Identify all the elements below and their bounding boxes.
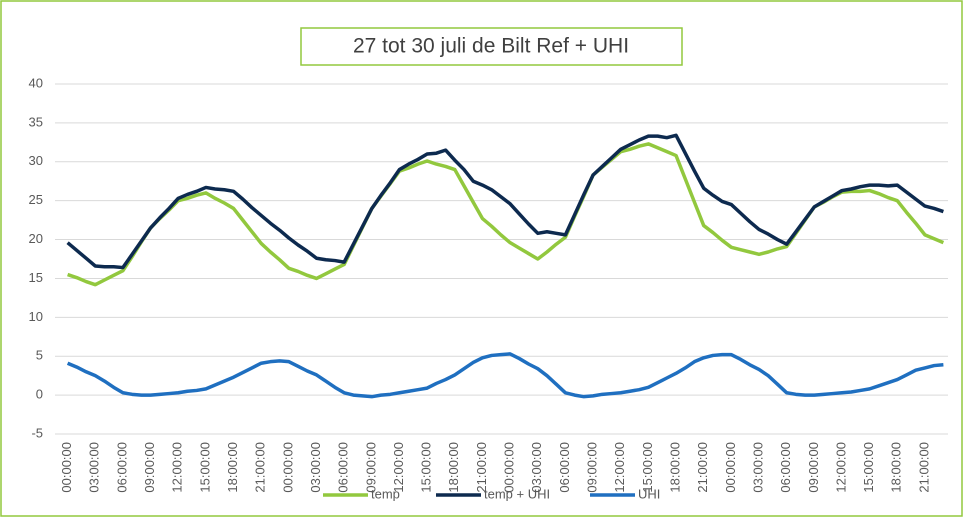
- y-tick-label: 5: [36, 348, 43, 363]
- legend-label: temp: [371, 486, 400, 501]
- x-tick-label: 18:00:00: [889, 442, 904, 493]
- x-tick-label: 06:00:00: [114, 442, 129, 493]
- y-tick-label: 25: [29, 192, 43, 207]
- x-tick-label: 15:00:00: [197, 442, 212, 493]
- x-tick-label: 09:00:00: [142, 442, 157, 493]
- x-tick-label: 03:00:00: [750, 442, 765, 493]
- x-tick-label: 09:00:00: [363, 442, 378, 493]
- y-tick-label: 35: [29, 114, 43, 129]
- y-tick-label: -5: [31, 425, 43, 440]
- x-tick-label: 00:00:00: [502, 442, 517, 493]
- x-tick-label: 00:00:00: [59, 442, 74, 493]
- chart-title: 27 tot 30 juli de Bilt Ref + UHI: [353, 35, 629, 58]
- x-tick-label: 21:00:00: [916, 442, 931, 493]
- x-tick-label: 03:00:00: [308, 442, 323, 493]
- y-tick-label: 15: [29, 270, 43, 285]
- legend-label: temp + UHI: [484, 486, 550, 501]
- x-tick-label: 03:00:00: [529, 442, 544, 493]
- legend-label: UHI: [638, 486, 660, 501]
- x-tick-label: 21:00:00: [474, 442, 489, 493]
- x-tick-label: 12:00:00: [170, 442, 185, 493]
- x-tick-label: 06:00:00: [557, 442, 572, 493]
- x-tick-label: 15:00:00: [640, 442, 655, 493]
- x-tick-label: 18:00:00: [446, 442, 461, 493]
- x-tick-label: 12:00:00: [391, 442, 406, 493]
- series-line: [66, 352, 944, 399]
- y-tick-label: 30: [29, 153, 43, 168]
- x-tick-label: 00:00:00: [723, 442, 738, 493]
- y-tick-label: 10: [29, 309, 43, 324]
- x-tick-label: 15:00:00: [419, 442, 434, 493]
- series-line: [66, 133, 944, 270]
- y-tick-label: 40: [29, 75, 43, 90]
- x-tick-label: 18:00:00: [225, 442, 240, 493]
- x-tick-label: 21:00:00: [695, 442, 710, 493]
- x-tick-label: 03:00:00: [87, 442, 102, 493]
- x-tick-label: 06:00:00: [336, 442, 351, 493]
- x-tick-label: 09:00:00: [585, 442, 600, 493]
- x-tick-label: 12:00:00: [833, 442, 848, 493]
- x-tick-label: 12:00:00: [612, 442, 627, 493]
- x-tick-label: 15:00:00: [861, 442, 876, 493]
- x-tick-label: 06:00:00: [778, 442, 793, 493]
- title-box: [300, 27, 683, 66]
- x-tick-label: 00:00:00: [280, 442, 295, 493]
- y-tick-label: 20: [29, 231, 43, 246]
- x-tick-label: 21:00:00: [253, 442, 268, 493]
- x-tick-label: 18:00:00: [667, 442, 682, 493]
- x-tick-label: 09:00:00: [806, 442, 821, 493]
- y-tick-label: 0: [36, 387, 43, 402]
